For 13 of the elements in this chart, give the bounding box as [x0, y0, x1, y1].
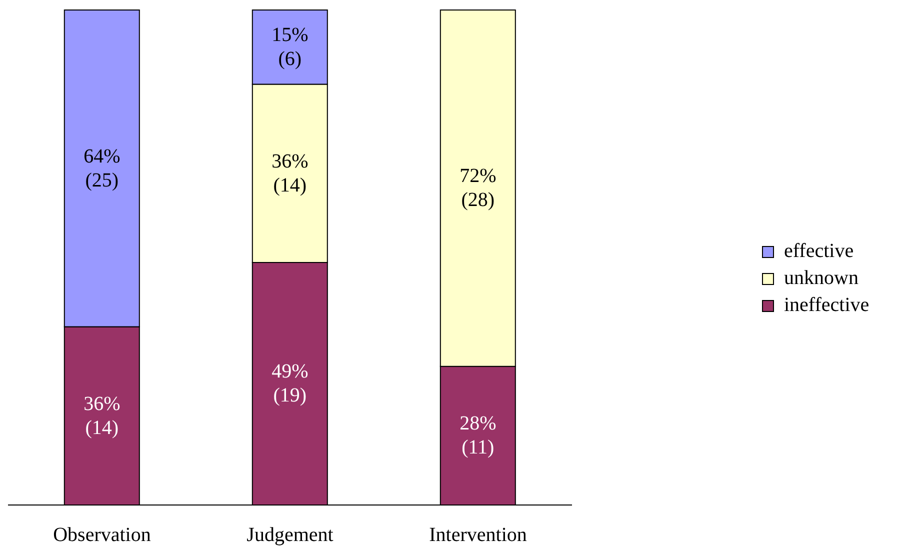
- data-label: 49% (19): [272, 360, 308, 407]
- data-label: 72% (28): [460, 165, 496, 212]
- legend-label: effective: [784, 240, 854, 263]
- x-tick-label: Observation: [53, 524, 151, 546]
- legend-label: unknown: [784, 267, 858, 290]
- data-label: 28% (11): [460, 412, 496, 459]
- data-label: 64% (25): [84, 145, 120, 192]
- legend-label: ineffective: [784, 294, 870, 317]
- x-tick-label: Judgement: [246, 524, 334, 546]
- data-label: 36% (14): [84, 392, 120, 439]
- data-label: 36% (14): [272, 150, 308, 196]
- x-tick-label: Intervention: [429, 524, 527, 546]
- data-label: 15% (6): [272, 24, 308, 70]
